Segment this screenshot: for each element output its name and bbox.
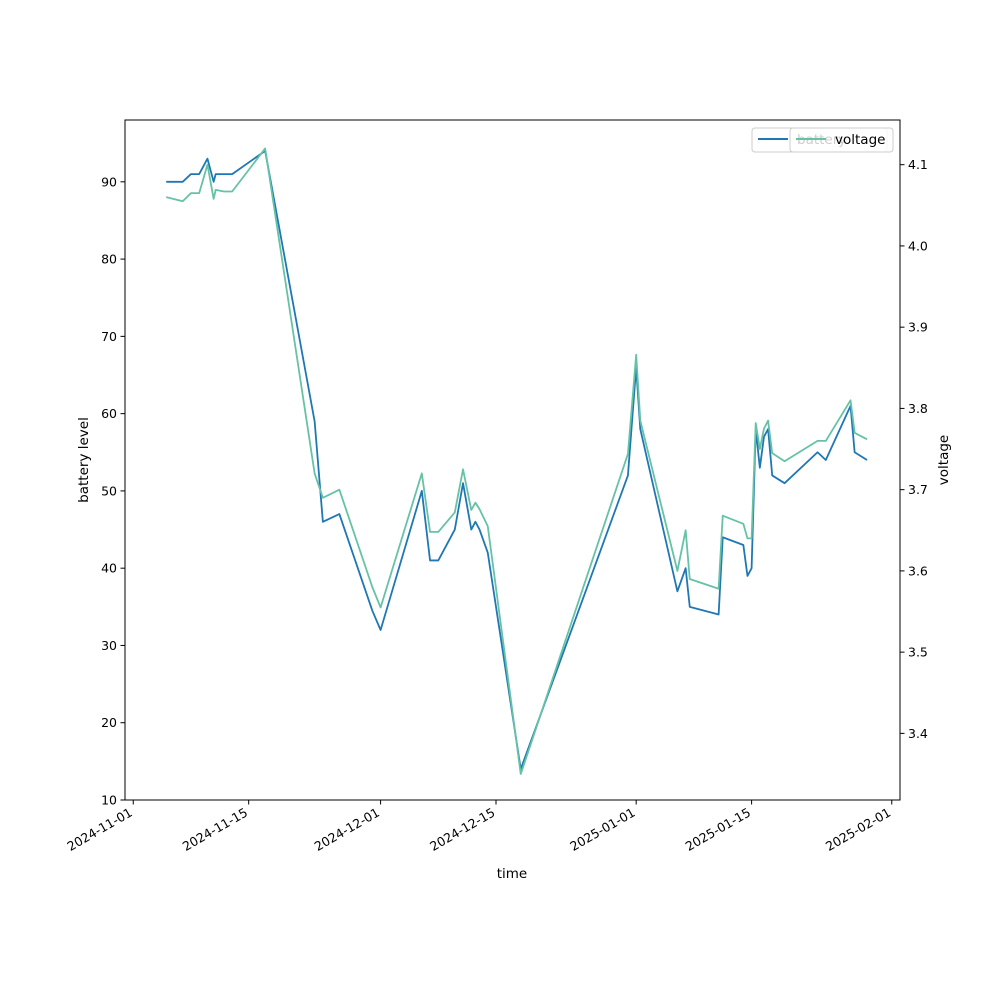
legend-voltage-box xyxy=(789,127,894,153)
x-axis-label: time xyxy=(497,866,528,882)
y-right-tick-label-0: 3.4 xyxy=(908,726,928,741)
y-left-tick-label-4: 50 xyxy=(101,483,117,498)
y-right-tick-label-7: 4.1 xyxy=(908,157,928,172)
y-right-tick-label-4: 3.8 xyxy=(908,401,928,416)
y-left-tick-label-3: 40 xyxy=(101,561,117,576)
y-left-tick-label-6: 70 xyxy=(101,329,117,344)
legend-voltage: voltage xyxy=(789,127,894,153)
y-right-tick-label-1: 3.5 xyxy=(908,645,928,660)
y-left-tick-label-7: 80 xyxy=(101,252,117,267)
y-right-tick-label-3: 3.7 xyxy=(908,482,928,497)
y-right-tick-label-2: 3.6 xyxy=(908,563,928,578)
y-left-tick-label-8: 90 xyxy=(101,174,117,189)
y-right-tick-label-5: 3.9 xyxy=(908,320,928,335)
series-line-battery xyxy=(166,150,868,770)
y-left-tick-label-2: 30 xyxy=(101,638,117,653)
axes-frame xyxy=(124,119,901,801)
y-right-tick-label-6: 4.0 xyxy=(908,238,928,253)
y-left-tick-label-5: 60 xyxy=(101,406,117,421)
legend-voltage-label: voltage xyxy=(835,132,885,148)
series-line-voltage xyxy=(166,147,868,775)
y-axis-right-label: voltage xyxy=(936,435,952,485)
y-left-tick-label-1: 20 xyxy=(101,715,117,730)
y-left-tick-label-0: 10 xyxy=(101,793,117,808)
plot-area xyxy=(166,147,868,775)
y-axis-left-label: battery level xyxy=(76,417,92,503)
